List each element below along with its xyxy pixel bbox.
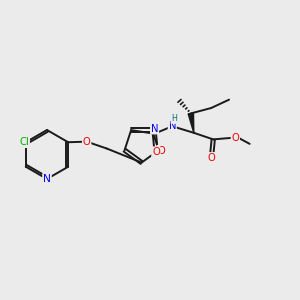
Text: H: H [171, 114, 177, 123]
Text: N: N [169, 121, 176, 131]
Text: N: N [43, 174, 51, 184]
Text: O: O [231, 133, 239, 143]
Polygon shape [188, 113, 194, 133]
Text: O: O [83, 136, 91, 147]
Text: O: O [157, 146, 165, 156]
Text: O: O [208, 153, 216, 163]
Text: N: N [151, 124, 158, 134]
Text: O: O [152, 147, 160, 157]
Text: Cl: Cl [20, 137, 29, 147]
